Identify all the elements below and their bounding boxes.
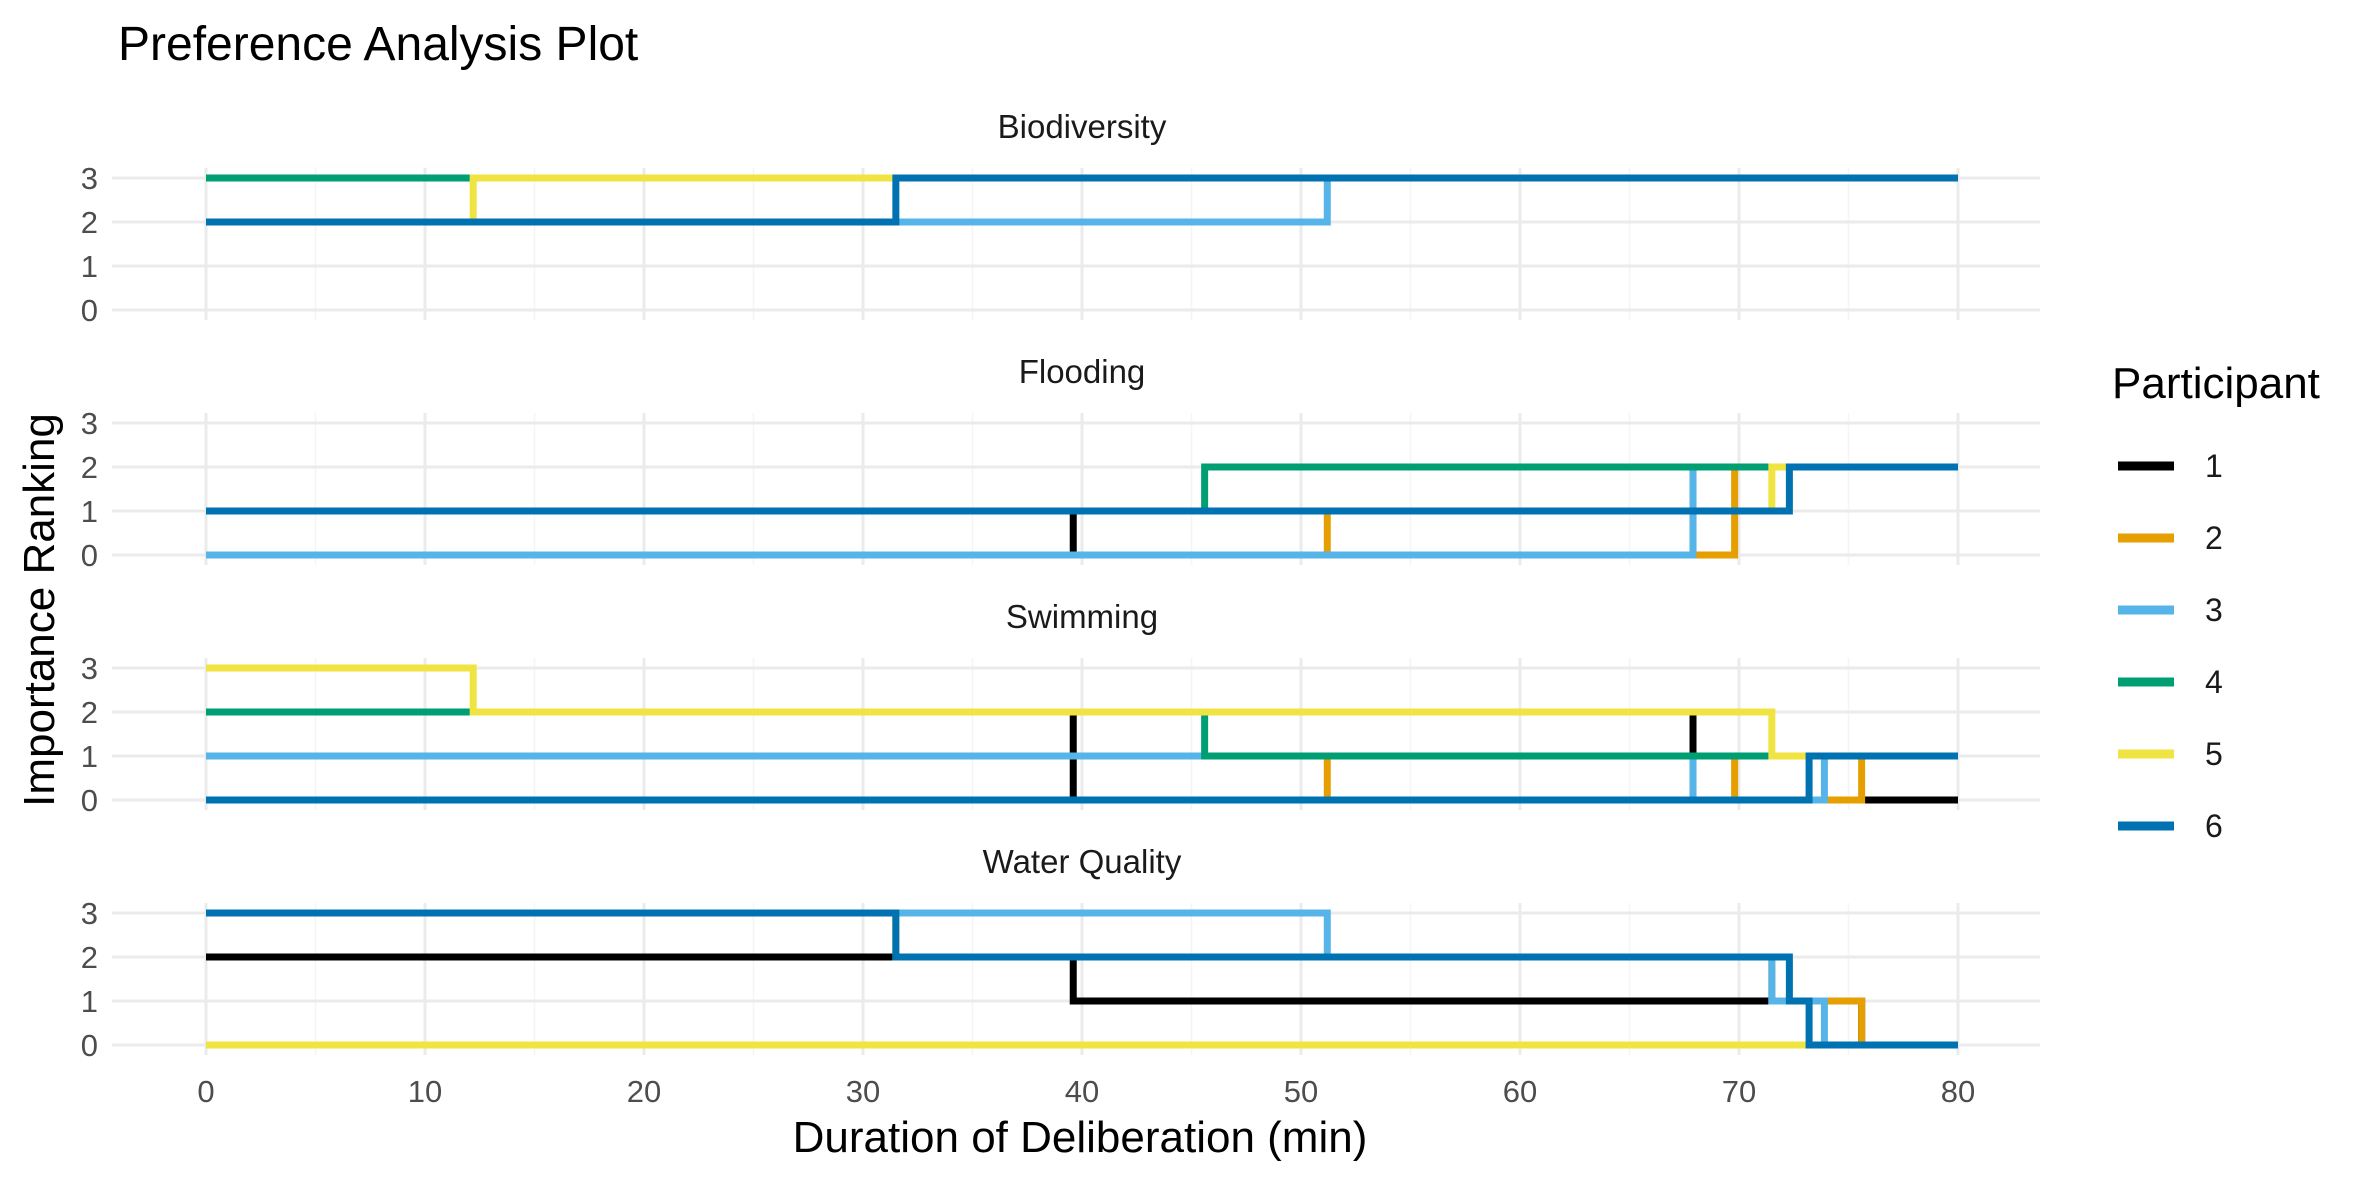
x-tick-label: 80 <box>1941 1074 1975 1109</box>
legend-label: 2 <box>2205 520 2223 556</box>
x-tick-label: 50 <box>1284 1074 1318 1109</box>
series-line-participant-6 <box>206 752 1958 804</box>
x-tick-label: 40 <box>1065 1074 1099 1109</box>
y-tick-label: 2 <box>81 695 98 730</box>
y-tick-label: 0 <box>81 1028 98 1063</box>
facet-panel-swimming: Swimming 0 1 2 3 <box>81 598 2040 818</box>
series-line-participant-6 <box>206 174 1958 226</box>
facet-label: Swimming <box>1006 598 1158 635</box>
y-tick-label: 1 <box>81 249 98 284</box>
y-tick-label: 3 <box>81 896 98 931</box>
x-tick-label: 10 <box>408 1074 442 1109</box>
series-line-participant-6 <box>206 463 1958 515</box>
y-tick-label: 2 <box>81 205 98 240</box>
legend-item-4: 4 <box>2118 664 2223 700</box>
legend: 1 2 3 4 5 6 <box>2118 448 2223 844</box>
series-line-participant-3 <box>206 909 1958 1049</box>
y-tick-label: 0 <box>81 538 98 573</box>
facet-panel-flooding: Flooding 0 1 2 3 <box>81 353 2040 573</box>
legend-label: 1 <box>2205 448 2223 484</box>
legend-label: 4 <box>2205 664 2223 700</box>
legend-label: 5 <box>2205 736 2223 772</box>
y-tick-label: 1 <box>81 739 98 774</box>
y-tick-label: 3 <box>81 161 98 196</box>
legend-item-6: 6 <box>2118 808 2223 844</box>
series-line-participant-2 <box>206 752 1958 804</box>
y-tick-label: 0 <box>81 293 98 328</box>
legend-item-3: 3 <box>2118 592 2223 628</box>
x-axis-title: Duration of Deliberation (min) <box>793 1113 1368 1162</box>
y-tick-label: 3 <box>81 406 98 441</box>
y-tick-label: 3 <box>81 651 98 686</box>
x-tick-label: 0 <box>197 1074 214 1109</box>
facet-label: Biodiversity <box>998 108 1167 145</box>
y-tick-label: 2 <box>81 450 98 485</box>
x-axis: 0 10 20 30 40 50 60 70 80 <box>197 1074 1975 1109</box>
y-tick-label: 0 <box>81 783 98 818</box>
legend-item-2: 2 <box>2118 520 2223 556</box>
x-tick-label: 60 <box>1503 1074 1537 1109</box>
legend-item-5: 5 <box>2118 736 2223 772</box>
y-tick-label: 1 <box>81 984 98 1019</box>
facet-panel-biodiversity: Biodiversity 0 1 2 3 <box>81 108 2040 328</box>
facet-panel-water-quality: Water Quality 0 1 2 3 <box>81 843 2040 1063</box>
y-tick-label: 1 <box>81 494 98 529</box>
legend-title: Participant <box>2112 359 2320 408</box>
series-line-participant-5 <box>206 664 1958 760</box>
y-tick-label: 2 <box>81 940 98 975</box>
chart-title: Preference Analysis Plot <box>118 18 638 71</box>
facet-label: Flooding <box>1019 353 1146 390</box>
facet-panels: Biodiversity 0 1 2 3 Flooding 0 1 2 3 Swimming 0 1 2 3… <box>81 108 2040 1063</box>
series-line-participant-6 <box>206 909 1958 1049</box>
legend-label: 3 <box>2205 592 2223 628</box>
y-axis-title: Importance Ranking <box>15 413 64 807</box>
facet-label: Water Quality <box>983 843 1182 880</box>
x-tick-label: 20 <box>627 1074 661 1109</box>
legend-label: 6 <box>2205 808 2223 844</box>
x-tick-label: 30 <box>846 1074 880 1109</box>
x-tick-label: 70 <box>1722 1074 1756 1109</box>
legend-item-1: 1 <box>2118 448 2223 484</box>
